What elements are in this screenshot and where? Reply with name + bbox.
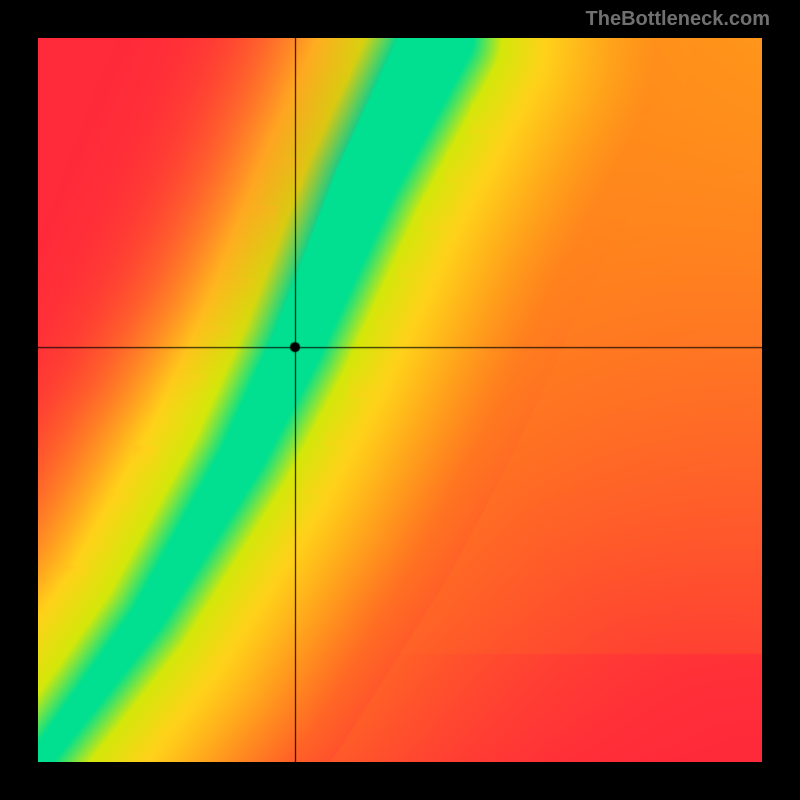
heatmap-canvas	[38, 38, 762, 762]
attribution-text: TheBottleneck.com	[586, 8, 770, 31]
chart-area	[38, 38, 762, 762]
